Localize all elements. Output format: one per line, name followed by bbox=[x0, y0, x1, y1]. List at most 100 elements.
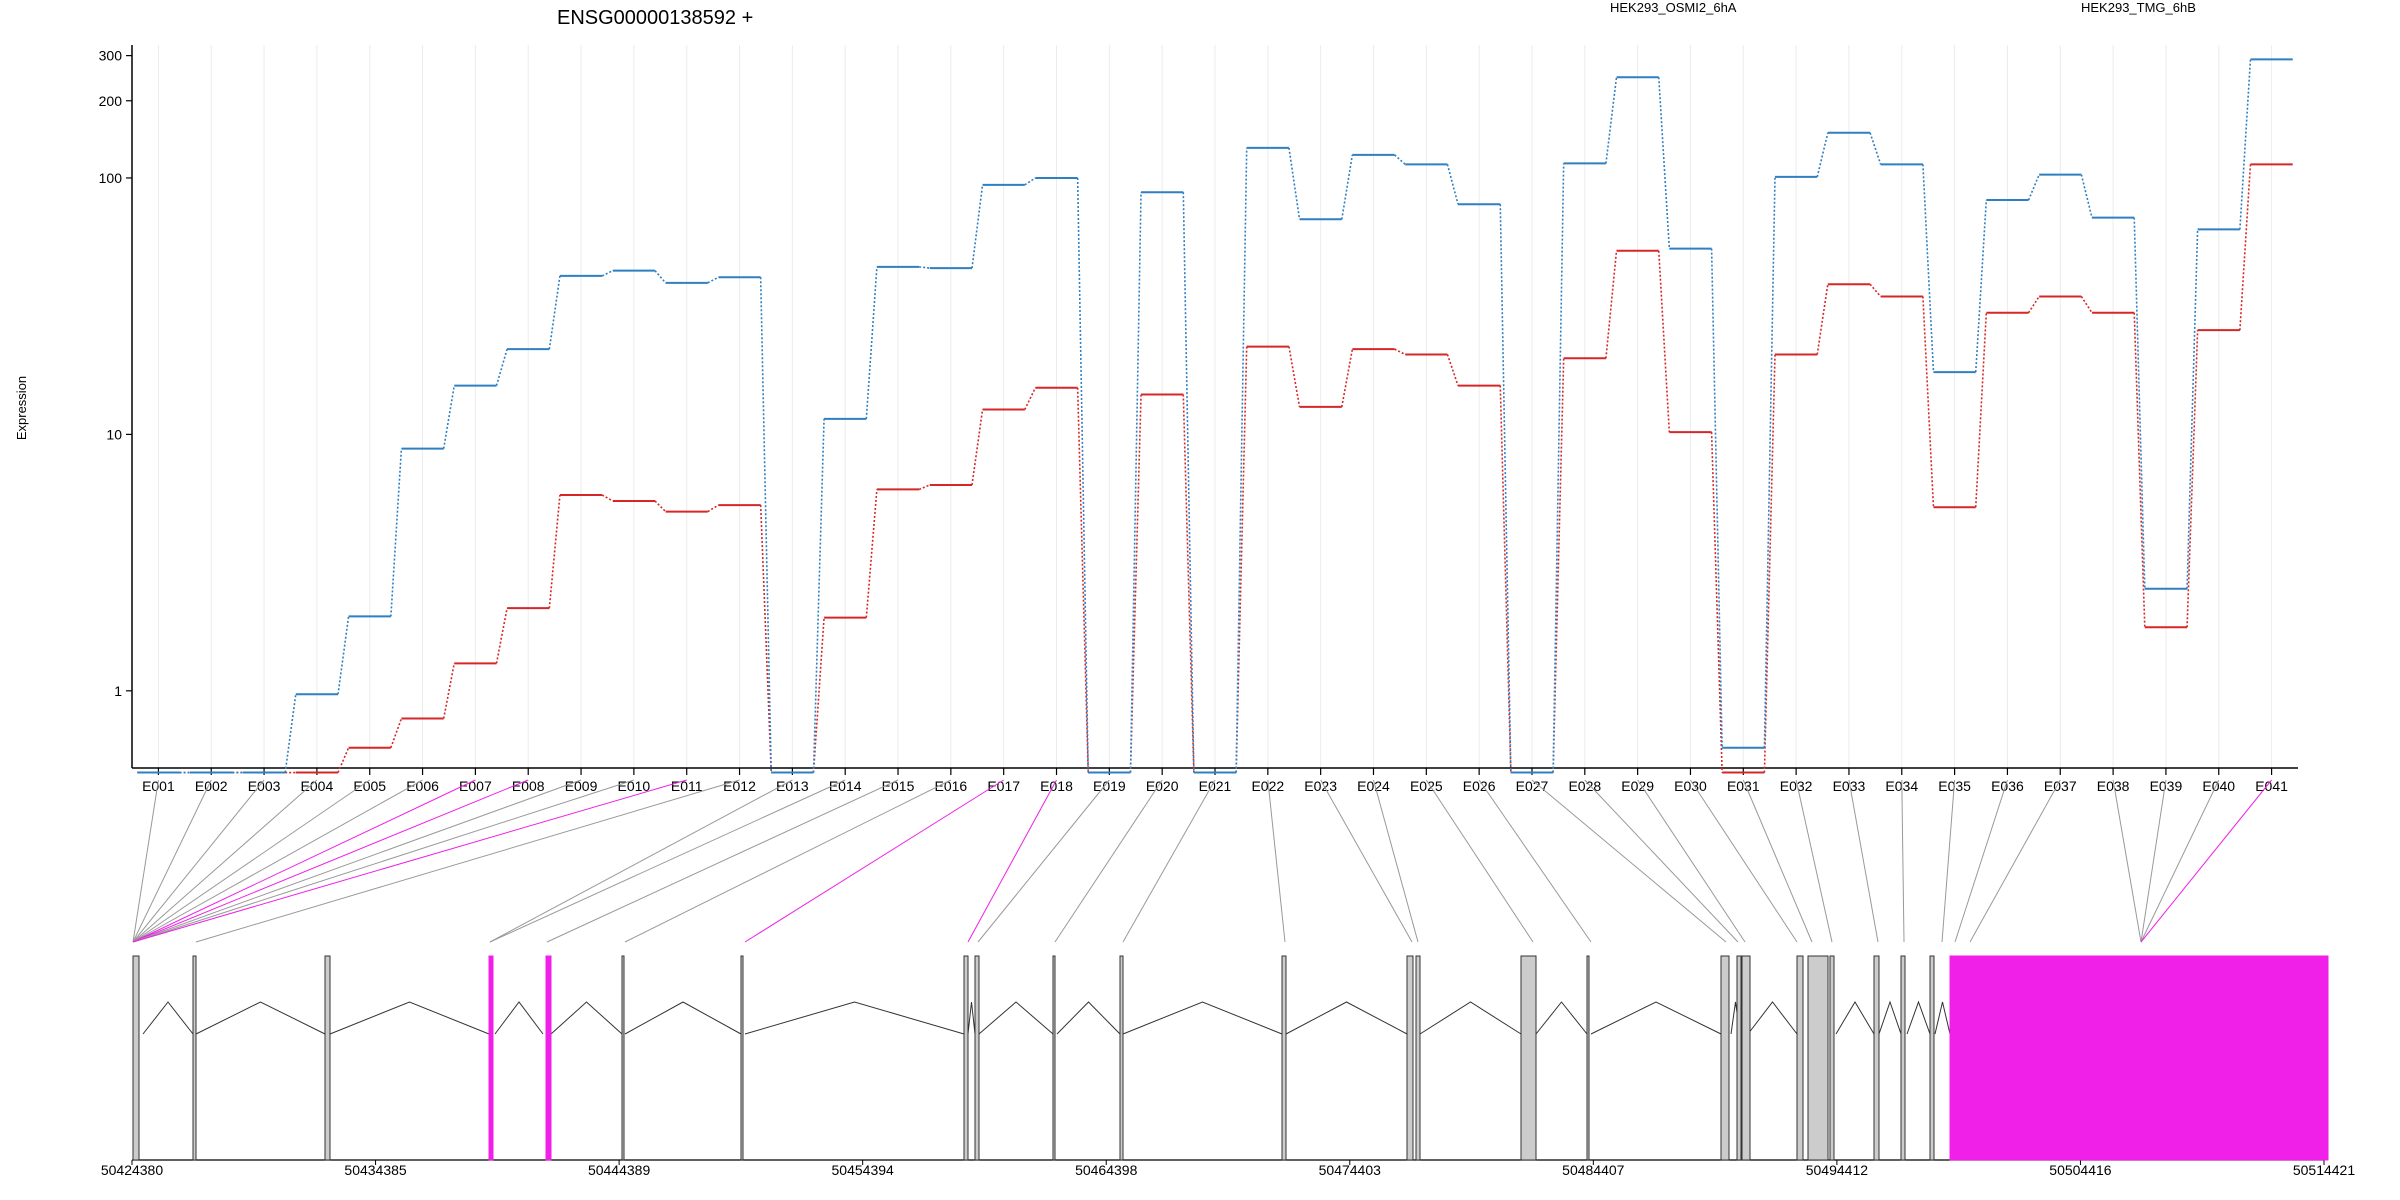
series-connector bbox=[919, 266, 930, 269]
x-tick-label-e033: E033 bbox=[1833, 778, 1866, 794]
intron-line bbox=[1590, 1001, 1722, 1035]
series-connector bbox=[1394, 348, 1406, 356]
exon-box bbox=[1406, 955, 1414, 1161]
exon-connector-e031 bbox=[1742, 779, 1813, 943]
legend-entry-series-2: HEK293_TMG_6hB bbox=[2081, 0, 2196, 15]
series-connector bbox=[2133, 217, 2146, 589]
exon-box-highlighted bbox=[545, 955, 552, 1161]
x-tick-label-e022: E022 bbox=[1251, 778, 1284, 794]
intron-line bbox=[550, 1001, 623, 1035]
exon-box bbox=[1415, 955, 1421, 1161]
exon-connector-e025 bbox=[1425, 779, 1534, 943]
intron-line bbox=[1535, 1001, 1588, 1035]
series-connector bbox=[654, 270, 667, 284]
exon-connector-e023 bbox=[1320, 779, 1413, 943]
intron-line bbox=[1285, 1001, 1408, 1035]
exon-box bbox=[1586, 955, 1590, 1161]
exon-connector-e013 bbox=[489, 779, 793, 943]
series-connector bbox=[1869, 283, 1882, 297]
intron-line bbox=[1122, 1001, 1283, 1035]
series-connector bbox=[2186, 229, 2199, 589]
x-tick-label-e008: E008 bbox=[512, 778, 545, 794]
series-connector bbox=[1235, 346, 1248, 773]
exon-connector-e037 bbox=[1969, 779, 2061, 943]
x-tick-label-e035: E035 bbox=[1938, 778, 1971, 794]
intron-line bbox=[1906, 1000, 1931, 1035]
exon-connector-e020 bbox=[1054, 779, 1163, 943]
x-tick-label-e010: E010 bbox=[618, 778, 651, 794]
series-connector bbox=[1763, 176, 1776, 748]
series-connector bbox=[1394, 154, 1406, 165]
series-connector bbox=[1499, 385, 1512, 773]
exon-connector-e012 bbox=[195, 779, 740, 943]
series-connector bbox=[1922, 164, 1935, 373]
x-tick-label-e009: E009 bbox=[565, 778, 598, 794]
intron-line bbox=[329, 1001, 490, 1035]
y-tick-label: 300 bbox=[99, 48, 123, 64]
series-connector bbox=[1552, 163, 1565, 773]
series-connector bbox=[1024, 387, 1037, 410]
x-tick-label-e030: E030 bbox=[1674, 778, 1707, 794]
exon-box bbox=[963, 955, 969, 1161]
y-tick-label: 200 bbox=[99, 93, 123, 109]
exon-box bbox=[1281, 955, 1287, 1161]
genomic-tick-label: 50474403 bbox=[1319, 1162, 1382, 1178]
x-tick-label-e018: E018 bbox=[1040, 778, 1073, 794]
series-connector bbox=[495, 608, 508, 664]
series-connector bbox=[1024, 177, 1036, 186]
x-tick-label-e032: E032 bbox=[1780, 778, 1813, 794]
intron-line bbox=[1835, 1001, 1875, 1035]
series-1 bbox=[137, 163, 2293, 774]
x-tick-label-e023: E023 bbox=[1304, 778, 1337, 794]
exon-box bbox=[1900, 955, 1906, 1161]
exon-connector-e032 bbox=[1795, 779, 1833, 943]
series-connector bbox=[1710, 248, 1723, 748]
exon-box-highlighted bbox=[1949, 955, 2329, 1161]
intron-line bbox=[1747, 1001, 1798, 1035]
exon-connector-e016 bbox=[624, 779, 952, 943]
exon-connector-e038 bbox=[2112, 779, 2142, 943]
exon-connector-e040 bbox=[2140, 779, 2220, 943]
exon-connector-e011 bbox=[132, 779, 687, 943]
x-tick-label-e029: E029 bbox=[1621, 778, 1654, 794]
exon-connector-e004 bbox=[132, 779, 318, 943]
series-connector bbox=[2080, 296, 2093, 314]
series-connector bbox=[707, 504, 719, 513]
exon-box bbox=[192, 955, 197, 1161]
x-tick-label-e020: E020 bbox=[1146, 778, 1179, 794]
series-connector bbox=[1922, 296, 1935, 508]
genomic-tick-label: 50494412 bbox=[1806, 1162, 1869, 1178]
exon-box bbox=[1052, 955, 1056, 1161]
exon-connector-e027 bbox=[1531, 779, 1727, 943]
series-connector bbox=[759, 277, 773, 773]
exon-connector-e033 bbox=[1848, 779, 1879, 943]
exon-connector-e002 bbox=[132, 779, 212, 943]
gene-model: 50424380 50434385 50444389 50454394 50464398… bbox=[101, 955, 2355, 1178]
y-axis-label: Expression bbox=[14, 376, 29, 440]
exon-connector-e018 bbox=[967, 779, 1057, 943]
series-connector bbox=[601, 269, 614, 277]
exon-connector-e035 bbox=[1941, 779, 1956, 943]
series-connector bbox=[2133, 312, 2146, 628]
exon-connector-e029 bbox=[1637, 779, 1746, 943]
exon-connector-e026 bbox=[1478, 779, 1592, 943]
series-connector bbox=[1657, 77, 1671, 249]
x-tick-label-e007: E007 bbox=[459, 778, 492, 794]
series-connector bbox=[2186, 330, 2199, 628]
series-connector bbox=[865, 266, 878, 419]
series-connector bbox=[918, 484, 931, 491]
series-connector bbox=[337, 616, 350, 695]
intron-line bbox=[967, 1001, 976, 1035]
x-tick-label-e036: E036 bbox=[1991, 778, 2024, 794]
series-connector bbox=[495, 348, 508, 386]
x-tick-label-e028: E028 bbox=[1568, 778, 1601, 794]
genomic-tick-label: 50434385 bbox=[344, 1162, 407, 1178]
exon-box bbox=[974, 955, 980, 1161]
genomic-tick-label: 50484407 bbox=[1562, 1162, 1625, 1178]
genomic-tick-label: 50444389 bbox=[588, 1162, 651, 1178]
genomic-tick-label: 50424380 bbox=[101, 1162, 164, 1178]
x-tick-label-e027: E027 bbox=[1516, 778, 1549, 794]
exon-connector-e007 bbox=[132, 779, 476, 943]
x-tick-label-e024: E024 bbox=[1357, 778, 1390, 794]
